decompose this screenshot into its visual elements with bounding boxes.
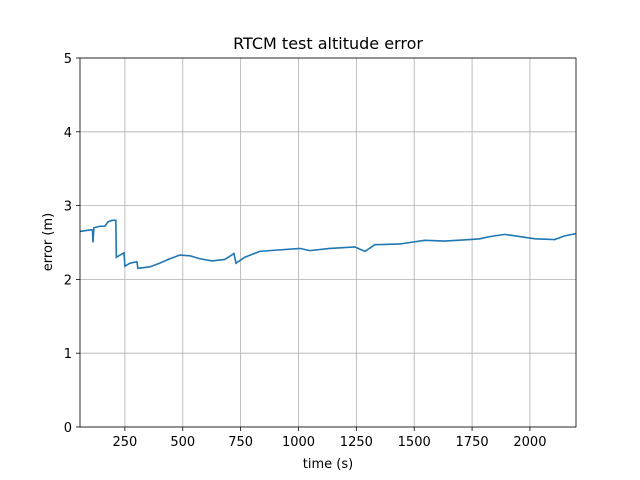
y-tick-label: 3 <box>64 200 72 215</box>
x-tick-label: 2000 <box>513 435 546 450</box>
x-tick-label: 750 <box>228 435 253 450</box>
x-tick-label: 1000 <box>282 435 315 450</box>
x-tick-label: 1250 <box>340 435 373 450</box>
plot-frame <box>79 57 577 428</box>
x-tick-label: 250 <box>112 435 137 450</box>
y-tick-label: 1 <box>64 347 72 362</box>
x-tick-label: 1750 <box>456 435 489 450</box>
x-tick-label: 500 <box>170 435 195 450</box>
data-line <box>79 219 576 270</box>
chart-title: RTCM test altitude error <box>233 34 423 53</box>
y-tick-label: 2 <box>64 273 72 288</box>
y-axis-label: error (m) <box>41 213 56 271</box>
x-axis-label: time (s) <box>303 457 353 472</box>
y-tick-label: 5 <box>64 52 72 67</box>
y-tick-label: 4 <box>64 126 72 141</box>
y-tick-label: 0 <box>64 421 72 436</box>
x-tick-label: 1500 <box>398 435 431 450</box>
